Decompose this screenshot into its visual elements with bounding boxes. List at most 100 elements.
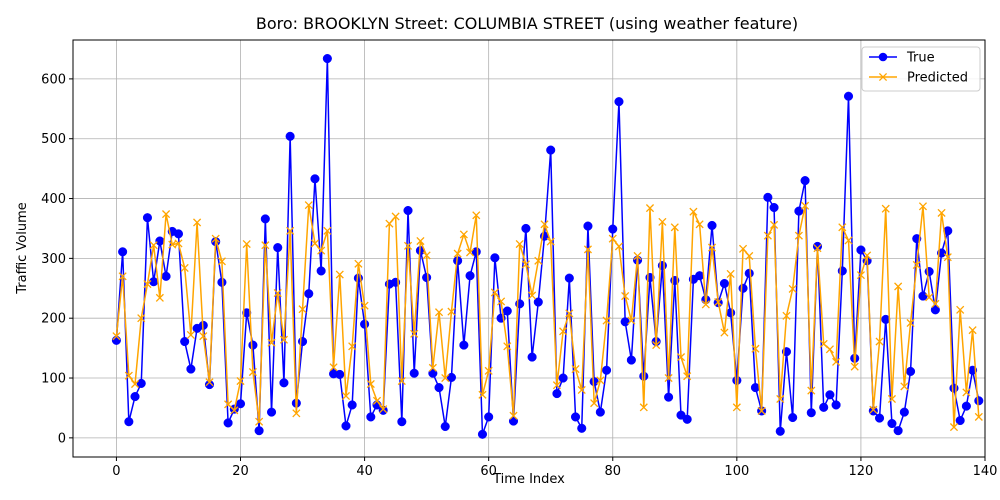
x-tick-label: 100 xyxy=(724,464,749,479)
data-point-predicted-stroke-b xyxy=(745,251,754,261)
data-point-true xyxy=(465,271,475,281)
data-point-predicted xyxy=(372,396,382,405)
data-point-predicted xyxy=(714,297,723,307)
data-point-true xyxy=(974,396,984,406)
data-point-predicted xyxy=(205,378,214,387)
data-point-true xyxy=(583,221,593,231)
data-point-predicted xyxy=(428,363,437,372)
data-point-predicted-stroke-b xyxy=(707,243,717,252)
data-point-predicted xyxy=(813,244,822,253)
data-point-predicted xyxy=(689,207,698,216)
data-point-true xyxy=(744,268,754,278)
data-point-true xyxy=(434,383,444,393)
data-point-predicted-stroke-b xyxy=(478,390,487,399)
data-point-predicted xyxy=(236,376,245,386)
data-point-true xyxy=(242,308,252,318)
data-point-predicted xyxy=(509,411,518,420)
data-point-true xyxy=(769,202,779,213)
data-point-true xyxy=(906,366,916,376)
data-point-predicted xyxy=(186,330,195,340)
data-point-predicted-stroke-b xyxy=(261,241,270,250)
data-point-true xyxy=(924,266,934,277)
data-point-predicted xyxy=(298,305,307,314)
x-tick-label: 40 xyxy=(356,464,373,479)
data-point-predicted-stroke-b xyxy=(403,241,413,250)
data-point-predicted xyxy=(794,231,803,240)
data-point-true xyxy=(918,291,928,301)
data-point-predicted-stroke-b xyxy=(155,293,164,302)
data-point-predicted xyxy=(881,204,890,213)
data-point-predicted-stroke-b xyxy=(341,391,351,401)
data-point-predicted xyxy=(515,239,524,249)
data-point-predicted-stroke-b xyxy=(286,226,295,235)
data-point-predicted-stroke-b xyxy=(801,201,810,210)
data-point-true xyxy=(446,372,456,382)
data-point-true xyxy=(285,131,295,141)
data-point-predicted xyxy=(751,344,760,353)
data-point-predicted xyxy=(968,326,977,335)
data-point-predicted-stroke-b xyxy=(379,405,388,414)
data-point-predicted xyxy=(614,242,624,251)
data-point-predicted xyxy=(937,208,946,217)
data-point-predicted-stroke-b xyxy=(410,329,419,338)
data-point-true xyxy=(521,223,531,234)
data-point-predicted-stroke-b xyxy=(447,307,456,316)
data-point-predicted xyxy=(801,201,810,210)
data-point-predicted-stroke-b xyxy=(434,308,444,317)
data-point-true xyxy=(552,389,562,399)
data-point-predicted xyxy=(422,251,431,260)
data-point-predicted-stroke-b xyxy=(565,309,574,318)
data-point-predicted xyxy=(267,338,276,347)
data-point-predicted xyxy=(912,260,921,270)
data-point-predicted xyxy=(732,403,741,412)
data-point-predicted-stroke-b xyxy=(782,311,791,320)
data-point-true xyxy=(298,336,308,347)
data-point-true xyxy=(180,336,190,347)
data-point-true xyxy=(335,369,345,379)
y-axis-title: Traffic Volume xyxy=(15,202,30,295)
data-point-predicted xyxy=(130,379,140,389)
data-point-true xyxy=(347,400,357,410)
data-point-predicted-stroke-b xyxy=(621,292,630,301)
data-point-predicted-stroke-b xyxy=(602,316,611,325)
data-point-predicted xyxy=(925,293,934,302)
data-point-predicted-stroke-b xyxy=(441,373,450,383)
data-point-predicted xyxy=(484,366,493,375)
data-point-true xyxy=(732,375,742,385)
data-point-true xyxy=(397,417,407,427)
data-point-predicted-stroke-b xyxy=(825,345,834,354)
data-point-predicted xyxy=(738,244,748,253)
data-point-predicted xyxy=(918,202,928,211)
data-point-predicted-stroke-b xyxy=(385,219,394,228)
data-point-predicted xyxy=(770,220,779,229)
data-point-true xyxy=(825,390,835,400)
data-point-true xyxy=(130,392,140,402)
data-point-predicted-stroke-b xyxy=(168,240,177,249)
data-point-predicted xyxy=(466,248,475,257)
data-point-predicted xyxy=(168,240,177,249)
data-point-true xyxy=(564,273,574,283)
data-point-predicted xyxy=(825,345,834,354)
data-point-predicted-stroke-b xyxy=(937,208,946,217)
data-point-predicted-stroke-b xyxy=(881,204,890,213)
data-point-true xyxy=(577,423,587,433)
data-point-predicted xyxy=(261,241,270,250)
data-point-predicted xyxy=(707,243,717,252)
legend-marker-predicted-stroke-b xyxy=(878,72,888,82)
data-point-predicted xyxy=(230,406,239,415)
data-point-true xyxy=(738,283,748,293)
data-point-predicted-stroke-b xyxy=(590,399,599,408)
data-point-predicted xyxy=(155,293,164,302)
data-point-predicted xyxy=(633,251,642,261)
data-point-true xyxy=(366,412,376,422)
data-point-predicted xyxy=(286,226,295,235)
data-point-predicted-stroke-b xyxy=(422,251,431,260)
data-point-true xyxy=(794,206,804,216)
data-point-true xyxy=(248,340,258,350)
data-point-true xyxy=(533,297,543,307)
data-point-predicted xyxy=(503,342,512,351)
data-point-true xyxy=(304,289,314,299)
data-point-predicted xyxy=(335,270,344,279)
data-point-predicted xyxy=(118,272,127,281)
data-point-predicted-stroke-b xyxy=(317,246,326,255)
